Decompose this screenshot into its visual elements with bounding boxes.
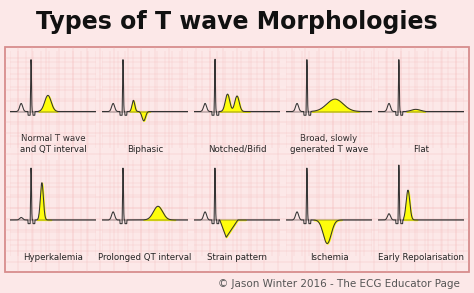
Bar	[5, 47, 469, 272]
Text: Prolonged QT interval: Prolonged QT interval	[99, 253, 191, 262]
Text: Ischemia: Ischemia	[310, 253, 348, 262]
Text: Flat: Flat	[413, 145, 429, 154]
Text: Broad, slowly
generated T wave: Broad, slowly generated T wave	[290, 134, 368, 154]
Text: Strain pattern: Strain pattern	[207, 253, 267, 262]
Text: Biphasic: Biphasic	[127, 145, 163, 154]
Text: Notched/Bifid: Notched/Bifid	[208, 145, 266, 154]
Text: Early Repolarisation: Early Repolarisation	[378, 253, 464, 262]
Text: © Jason Winter 2016 - The ECG Educator Page: © Jason Winter 2016 - The ECG Educator P…	[218, 280, 460, 289]
Text: Hyperkalemia: Hyperkalemia	[23, 253, 83, 262]
Text: Types of T wave Morphologies: Types of T wave Morphologies	[36, 10, 438, 34]
Text: Normal T wave
and QT interval: Normal T wave and QT interval	[20, 134, 86, 154]
